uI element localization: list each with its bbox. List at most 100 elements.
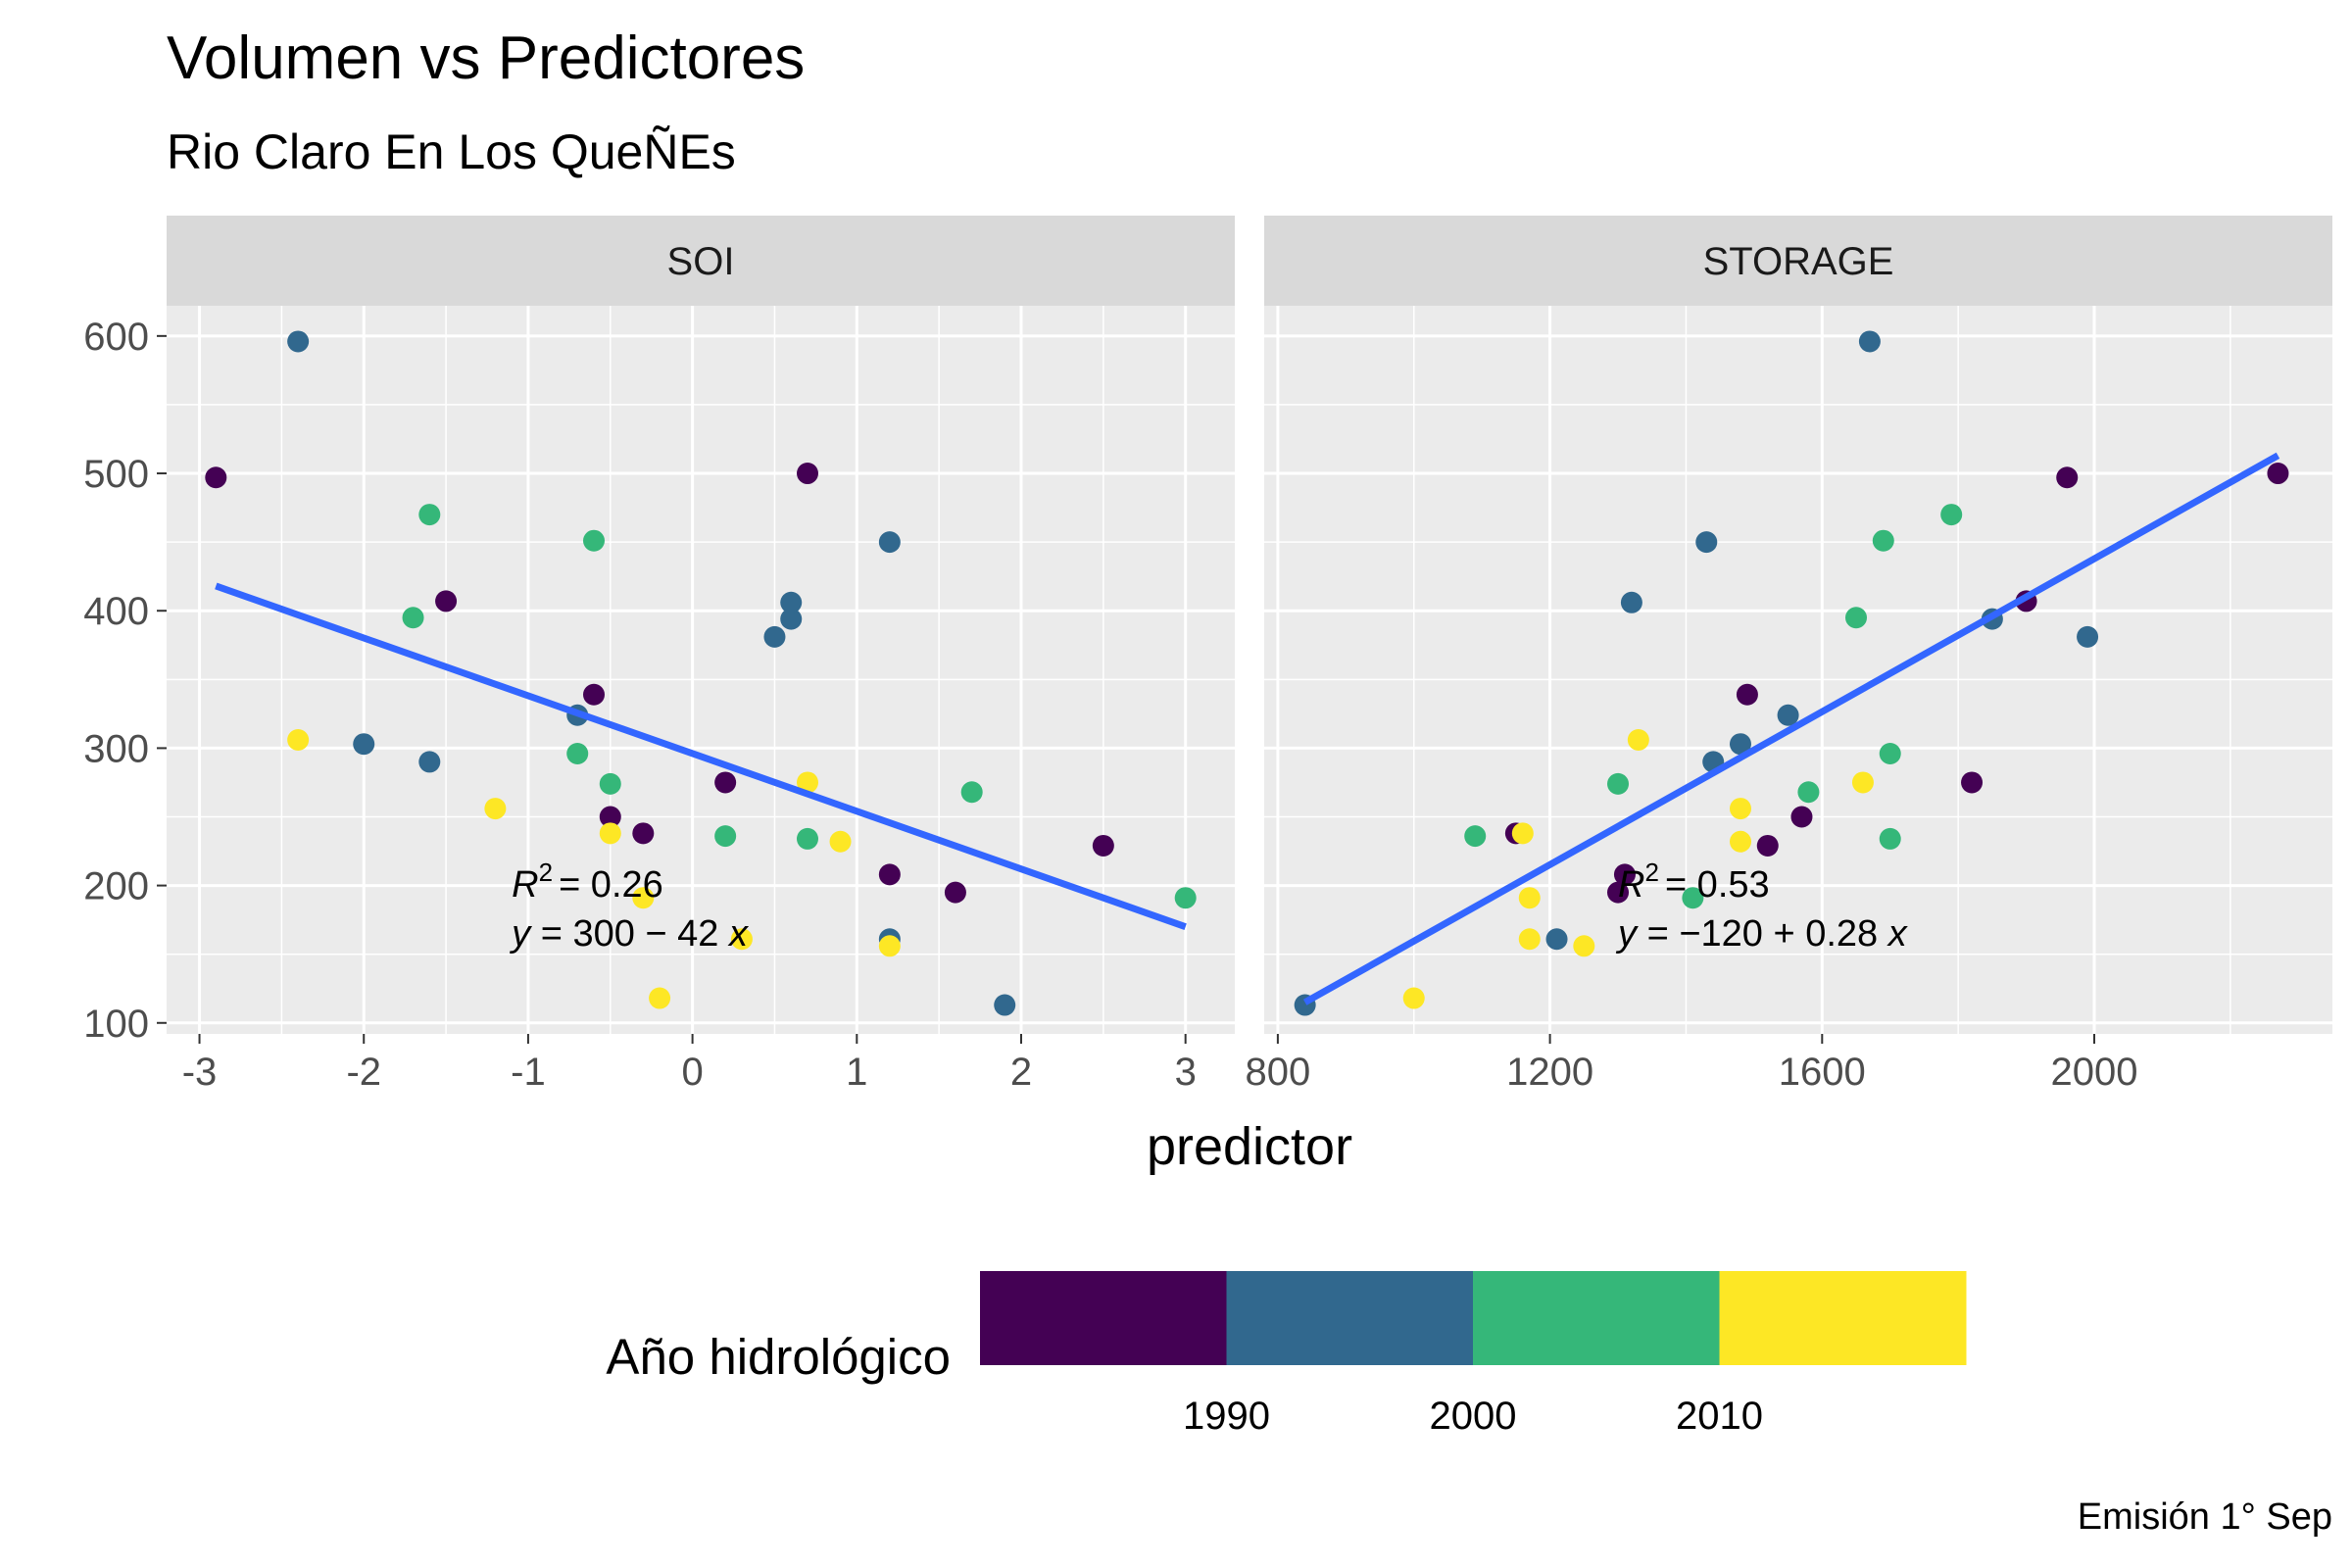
facet-strip (167, 216, 1235, 306)
data-point (1402, 987, 1425, 1009)
data-point (780, 591, 803, 613)
data-point (797, 827, 818, 850)
data-point (353, 733, 375, 756)
data-point (960, 781, 983, 804)
legend-tick-label: 2000 (1430, 1395, 1517, 1438)
legend-tick-labels: 1990 2000 2010 (1183, 1395, 1763, 1438)
r-squared-annotation: R2 = 0.53 (1618, 858, 1770, 906)
regression-line (215, 582, 1187, 930)
legend-color-segment (1719, 1271, 1967, 1365)
data-point (714, 771, 737, 794)
legend-color-segment (1473, 1271, 1720, 1365)
data-point (566, 743, 589, 765)
data-point (994, 994, 1016, 1016)
data-point (1961, 771, 1984, 794)
data-point (435, 590, 458, 612)
data-point (1695, 531, 1718, 554)
data-point (1736, 683, 1758, 706)
data-point (599, 822, 621, 845)
data-point (1092, 834, 1114, 857)
x-tick-label: -2 (346, 1051, 381, 1094)
x-tick-label: 800 (1246, 1051, 1311, 1094)
data-point (1790, 806, 1813, 828)
data-point (418, 504, 441, 526)
data-point (287, 728, 310, 751)
data-point (1620, 591, 1642, 613)
x-tick-label: 2000 (2051, 1051, 2138, 1094)
x-axis-label: predictor (1147, 1117, 1352, 1176)
data-point (780, 608, 803, 630)
data-point (649, 987, 671, 1009)
data-point (1879, 743, 1901, 765)
data-point (2056, 466, 2079, 489)
r-squared-annotation: R2 = 0.26 (512, 858, 663, 906)
data-point (1545, 928, 1568, 951)
legend: Año hidrológico 1990 2000 2010 (606, 1271, 1967, 1438)
data-point (205, 466, 227, 489)
data-point (1845, 607, 1868, 629)
legend-color-segment (1226, 1271, 1474, 1365)
data-point (1464, 825, 1487, 848)
x-tick-label: -3 (182, 1051, 218, 1094)
data-point (1511, 822, 1534, 845)
x-tick-label: 2 (1010, 1051, 1032, 1094)
facet-strip (1264, 216, 2332, 306)
y-tick-label: 200 (83, 865, 149, 908)
data-point (1940, 504, 1963, 526)
data-point (763, 625, 786, 648)
data-point (1518, 887, 1541, 909)
data-point (1607, 881, 1630, 904)
data-point (1729, 830, 1751, 853)
panel-soi: SOI -3 -2 -1 0 1 2 3 100 200 300 400 500 600 R2 = 0.26 y… (83, 216, 1235, 1094)
x-tick-label: -1 (511, 1051, 546, 1094)
data-point (1858, 330, 1881, 353)
legend-colorbar (980, 1271, 1967, 1365)
data-point (944, 881, 966, 904)
y-tick-label: 500 (83, 453, 149, 496)
data-point (287, 330, 310, 353)
data-point (878, 863, 901, 886)
x-tick-label: 1600 (1779, 1051, 1866, 1094)
y-tick-label: 600 (83, 316, 149, 359)
data-point (1879, 827, 1901, 850)
panel-background (167, 306, 1235, 1034)
x-tick-label: 1200 (1506, 1051, 1593, 1094)
data-point (1607, 772, 1630, 795)
data-point (714, 825, 737, 848)
data-point (1174, 887, 1197, 909)
legend-tick-label: 1990 (1183, 1395, 1270, 1438)
data-point (797, 771, 818, 794)
legend-color-segment (980, 1271, 1227, 1365)
data-point (599, 772, 621, 795)
regression-line (1302, 452, 2280, 1005)
data-point (878, 935, 901, 957)
data-point (730, 928, 753, 951)
data-point (797, 463, 818, 485)
data-point (599, 806, 621, 828)
data-point (1613, 863, 1636, 886)
y-tick-label: 100 (83, 1003, 149, 1046)
data-point (1797, 781, 1820, 804)
data-point (1851, 771, 1874, 794)
data-point (1729, 733, 1751, 756)
x-tick-label: 1 (846, 1051, 867, 1094)
panel-storage: STORAGE 800 1200 1600 2000 R2 = 0.53 y = −120 +… (1246, 216, 2332, 1094)
data-point (878, 531, 901, 554)
facet-panels: SOI -3 -2 -1 0 1 2 3 100 200 300 400 500 600 R2 = 0.26 y… (83, 216, 2332, 1094)
data-point (1872, 529, 1894, 552)
facet-strip-label: STORAGE (1703, 240, 1894, 283)
panel-background (1264, 306, 2332, 1034)
data-point (2267, 463, 2289, 485)
data-point (2077, 625, 2099, 648)
equation-annotation: y = −120 + 0.28 x (1615, 913, 1909, 955)
data-point (484, 798, 507, 820)
x-tick-label: 3 (1175, 1051, 1197, 1094)
data-point (829, 830, 852, 853)
data-point (583, 529, 605, 552)
x-tick-label: 0 (681, 1051, 703, 1094)
data-point (418, 751, 441, 773)
y-tick-label: 400 (83, 590, 149, 633)
data-point (1777, 704, 1799, 726)
chart-subtitle: Rio Claro En Los QueÑEs (167, 124, 736, 179)
